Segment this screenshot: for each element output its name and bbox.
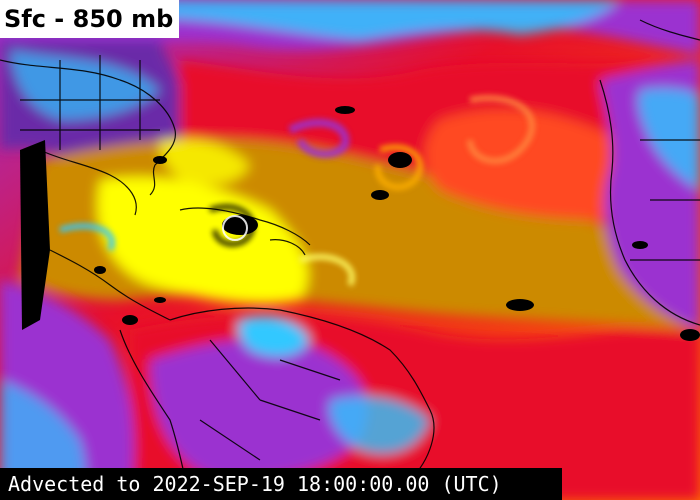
us-coastline <box>0 59 177 196</box>
very-dry-north <box>120 0 620 40</box>
no-data-patch <box>371 190 389 200</box>
coastlines <box>0 19 700 500</box>
map-title: Sfc - 850 mb <box>0 0 180 38</box>
sahara-dry <box>638 88 700 190</box>
south-america-coastline <box>169 307 435 481</box>
gulf-coastline <box>39 149 137 216</box>
very-moist-caribbean <box>97 176 309 305</box>
no-data-patch <box>388 152 412 168</box>
no-data-strip <box>20 140 50 330</box>
no-data-patch <box>154 297 166 303</box>
state-borders <box>20 55 160 150</box>
dry-east-atlantic <box>425 109 638 220</box>
no-data-patches <box>20 106 700 341</box>
timestamp-label: Advected to 2022-SEP-19 18:00:00.00 (UTC… <box>0 468 562 500</box>
no-data-patch <box>122 315 138 325</box>
europe-coastline <box>639 19 700 41</box>
no-data-patch <box>222 215 258 235</box>
africa-borders <box>630 139 700 261</box>
swirl <box>467 95 535 164</box>
no-data-patch <box>680 329 700 341</box>
no-data-patch <box>632 241 648 249</box>
no-data-patch <box>506 299 534 311</box>
hispaniola-coastline <box>269 239 306 256</box>
africa-coastline <box>599 79 700 326</box>
dry-pocket <box>329 396 430 454</box>
swirl <box>299 253 355 287</box>
very-moist-gulf <box>159 138 250 185</box>
swirl <box>288 118 350 159</box>
hurricane-swirl <box>222 215 248 241</box>
cuba-coastline <box>179 207 311 246</box>
swirl <box>209 204 255 247</box>
country-borders <box>199 339 341 461</box>
swirl <box>59 223 115 252</box>
dry-pocket <box>238 316 310 357</box>
no-data-patch <box>335 106 355 114</box>
swirl <box>374 144 423 191</box>
amazon-dry <box>150 339 368 480</box>
no-data-patch <box>94 266 106 274</box>
central-america-coastline <box>49 249 171 321</box>
